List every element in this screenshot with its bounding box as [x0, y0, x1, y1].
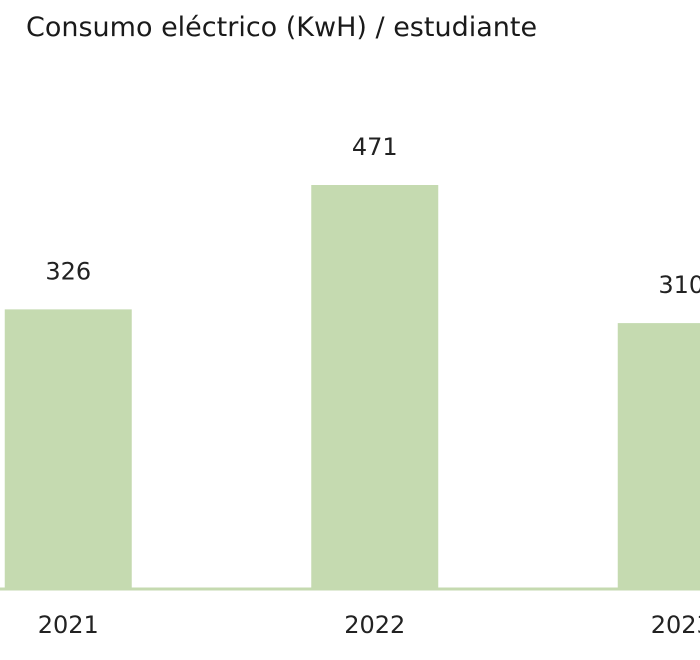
chart-title: Consumo eléctrico (KwH) / estudiante [26, 12, 538, 43]
bar-2021 [4, 309, 132, 589]
x-tick-label-2021: 2021 [38, 611, 99, 639]
x-tick-label-2023: 2023 [651, 611, 700, 639]
data-label-2021: 326 [45, 257, 91, 285]
data-label-2022: 471 [352, 133, 398, 161]
bars-layer [4, 185, 700, 589]
x-tick-label-2022: 2022 [344, 611, 405, 639]
bar-2022 [311, 185, 439, 589]
labels-layer: 326 2021 471 2022 310 2023 [38, 133, 700, 639]
bar-2023 [617, 323, 700, 589]
data-label-2023: 310 [658, 271, 700, 299]
